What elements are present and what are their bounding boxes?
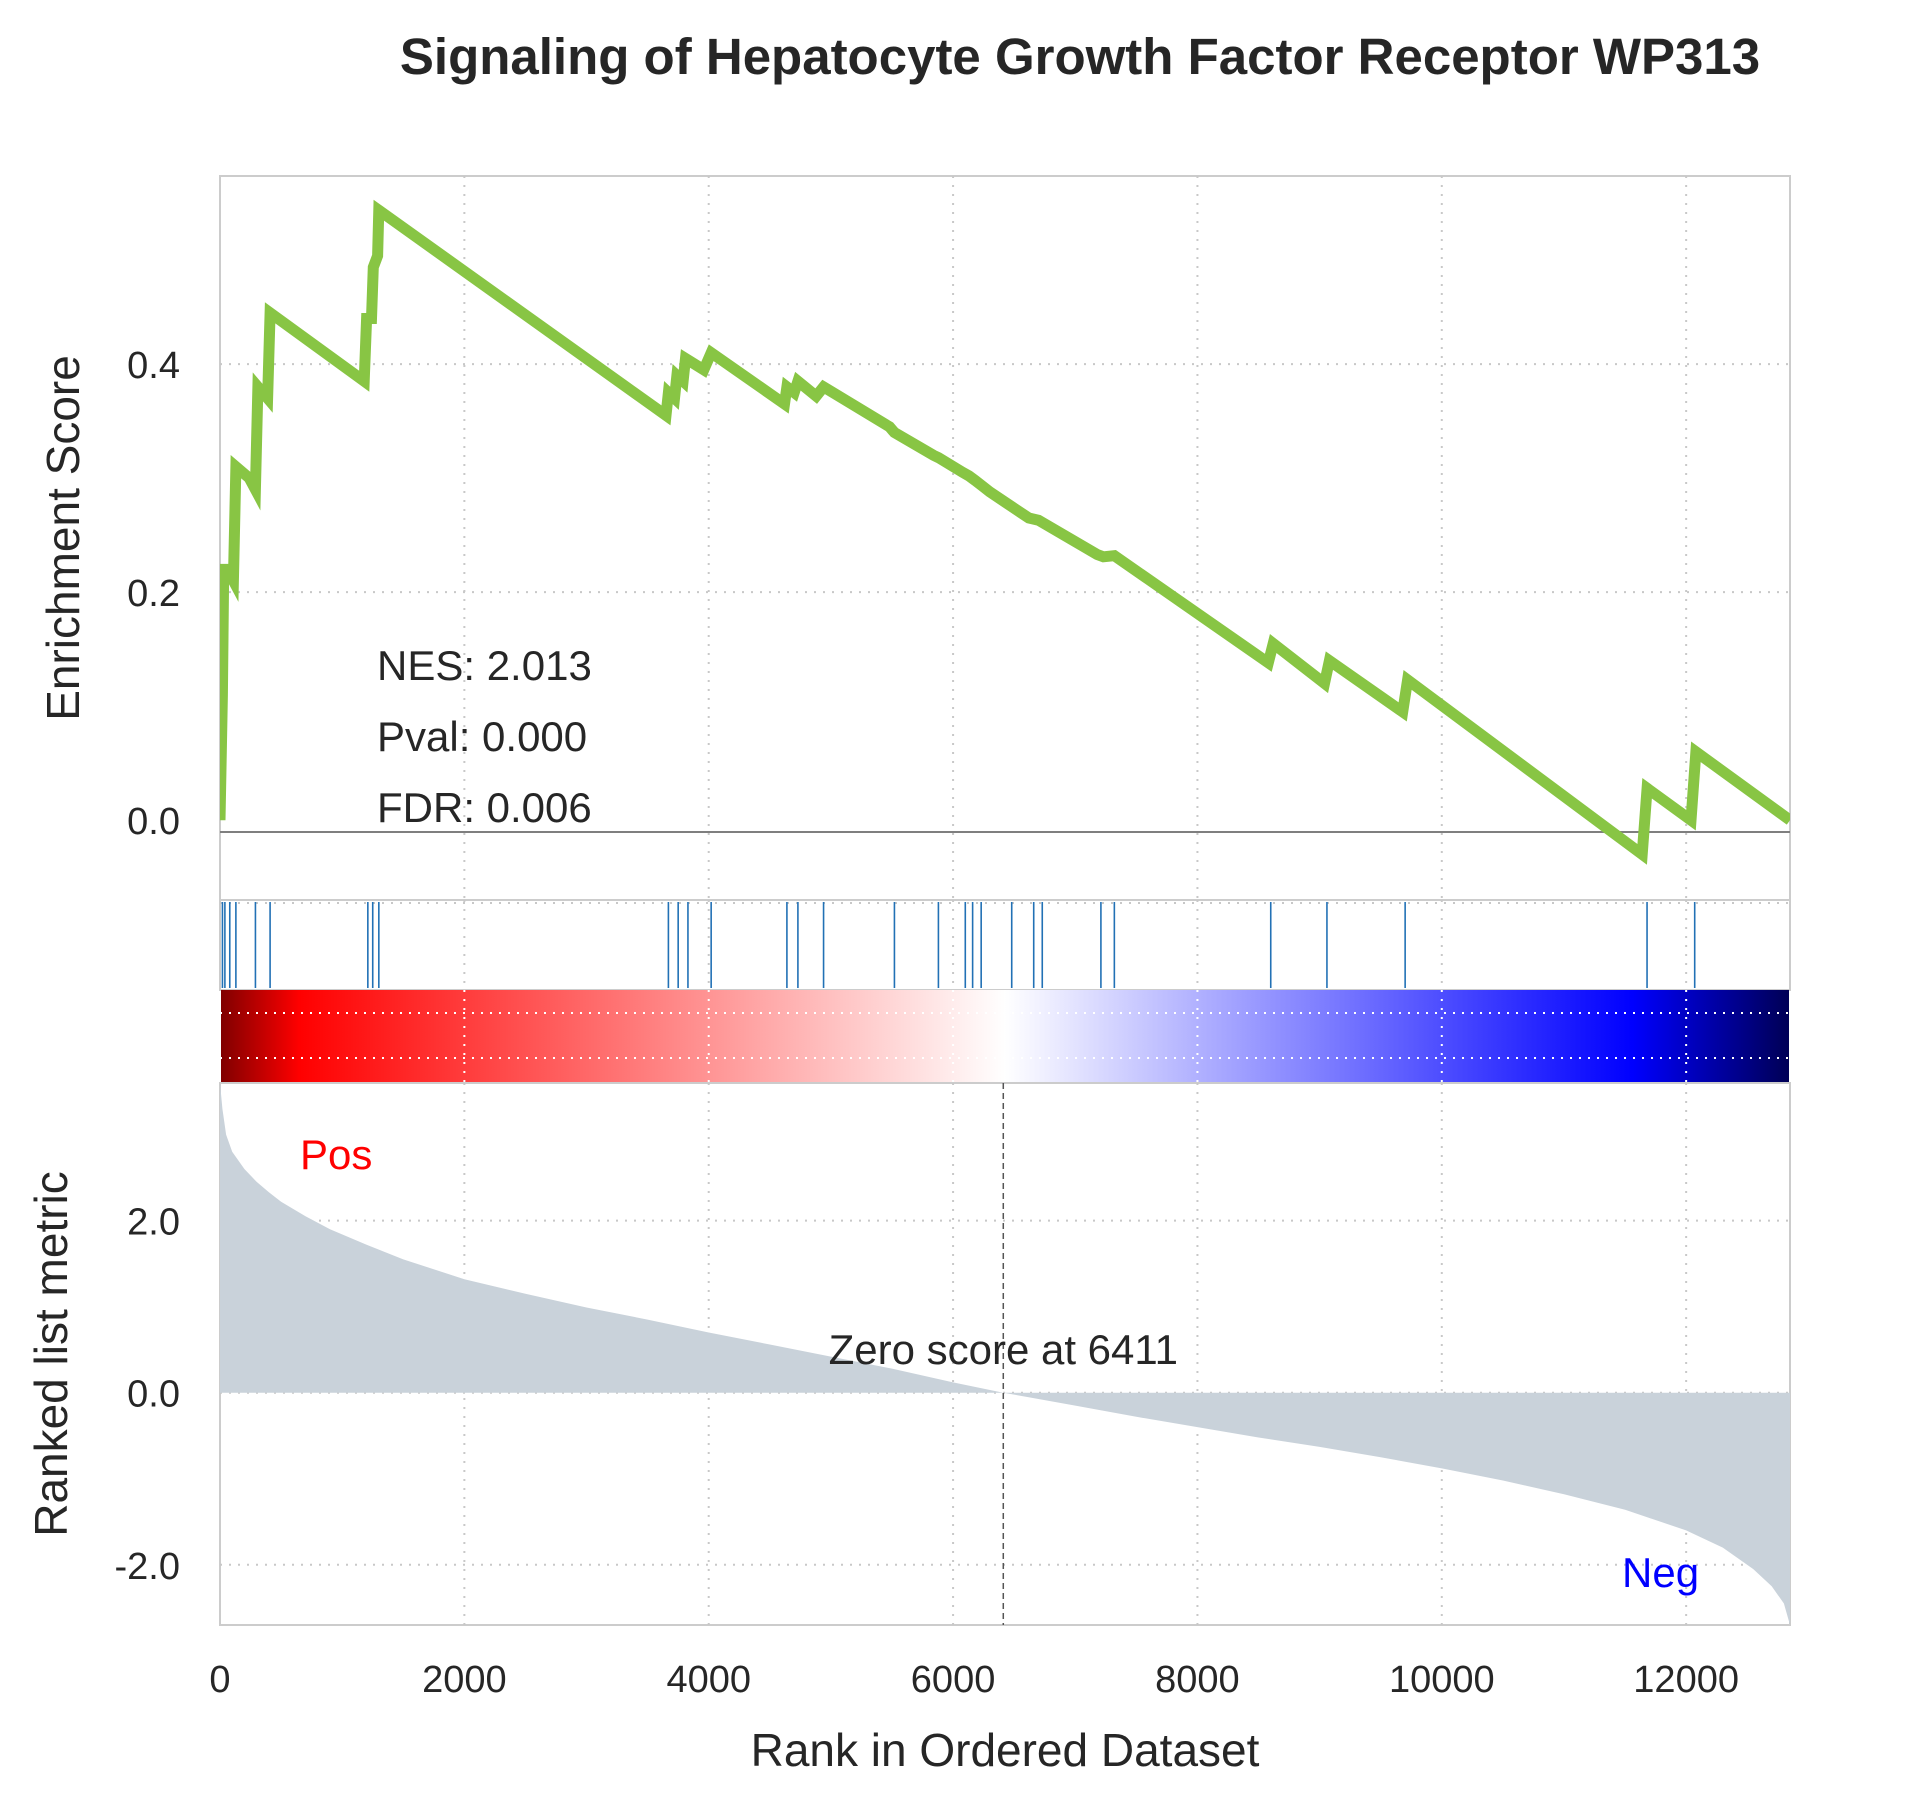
es-y-tick-label: 0.4 [127,345,180,387]
es-grid [220,176,1790,900]
metric-panel: -2.0 0.0 2.0 Zero score at 6411 Pos Neg Ra… [25,1082,1791,1626]
metric-y-axis-label: Ranked list metric [25,1171,77,1537]
x-tick-label: 2000 [422,1659,507,1701]
hits-grid [220,900,1790,990]
fdr-annotation: FDR: 0.006 [377,784,592,831]
es-line [220,199,1790,865]
metric-area [220,1083,1790,1625]
es-y-tick-label: 0.0 [127,801,180,843]
x-tick-label: 10000 [1389,1659,1495,1701]
heat-bar-grid [220,990,1790,1083]
hit-markers [221,902,1696,988]
chart-title: Signaling of Hepatocyte Growth Factor Re… [400,28,1760,85]
x-tick-label: 12000 [1633,1659,1739,1701]
hits-panel [219,899,1791,991]
x-axis-ticks: 0 2000 4000 6000 8000 10000 12000 [209,1659,1739,1701]
es-y-tick-label: 0.2 [127,573,180,615]
es-y-axis-label: Enrichment Score [37,355,89,721]
x-tick-label: 6000 [911,1659,996,1701]
heat-bar [221,990,1789,1083]
es-y-ticks: 0.0 0.2 0.4 [127,345,180,843]
zero-score-label: Zero score at 6411 [829,1326,1178,1373]
es-panel: 0.0 0.2 0.4 NES: 2.013 Pval: 0.000 FDR: 0.… [37,175,1791,901]
pos-label: Pos [300,1131,372,1178]
x-axis-label: Rank in Ordered Dataset [751,1724,1260,1776]
x-tick-label: 8000 [1155,1659,1240,1701]
metric-y-tick-label: 0.0 [127,1374,180,1416]
nes-annotation: NES: 2.013 [377,642,592,689]
hits-panel-frame [219,899,1791,991]
metric-y-tick-label: -2.0 [115,1546,180,1588]
neg-label: Neg [1622,1549,1699,1596]
x-tick-label: 4000 [666,1659,751,1701]
x-tick-label: 0 [209,1659,230,1701]
pval-annotation: Pval: 0.000 [377,713,587,760]
es-panel-frame [219,175,1791,901]
metric-y-tick-label: 2.0 [127,1202,180,1244]
metric-y-ticks: -2.0 0.0 2.0 [115,1202,180,1588]
heat-bar-panel [220,990,1790,1083]
